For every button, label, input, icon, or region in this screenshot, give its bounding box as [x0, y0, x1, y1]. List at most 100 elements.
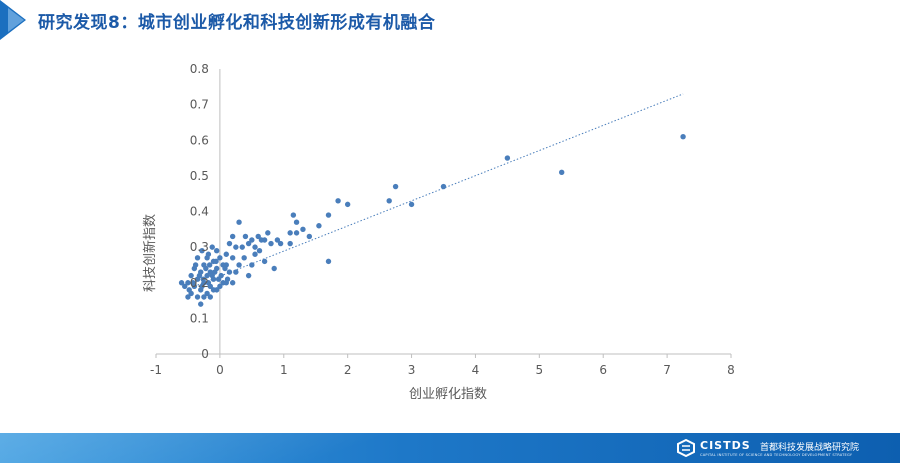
scatter-point — [188, 272, 194, 279]
scatter-point — [226, 269, 233, 275]
scatter-point — [185, 280, 191, 286]
scatter-point — [223, 251, 229, 257]
scatter-point — [239, 244, 245, 250]
scatter-point — [325, 212, 332, 218]
scatter-point — [392, 183, 399, 190]
y-tick-label: 0.3 — [190, 240, 209, 254]
logo-chinese-name: 首都科技发展战略研究院 — [760, 443, 860, 453]
scatter-point — [196, 272, 203, 279]
scatter-point — [224, 276, 231, 282]
scatter-point — [226, 240, 233, 247]
scatter-point — [222, 265, 228, 272]
x-tick-label: 4 — [472, 363, 480, 377]
y-tick-label: 0.5 — [190, 169, 209, 183]
scatter-point — [245, 272, 252, 279]
scatter-point — [249, 237, 255, 243]
x-tick-label: 6 — [599, 363, 607, 377]
scatter-point — [558, 169, 565, 176]
scatter-point — [306, 233, 313, 240]
scatter-point — [236, 219, 242, 225]
scatter-point — [190, 280, 196, 286]
scatter-point — [194, 255, 201, 261]
scatter-point — [290, 212, 297, 218]
x-tick-label: 5 — [536, 363, 544, 377]
trendline-line — [194, 93, 684, 287]
scatter-point — [204, 290, 210, 297]
x-tick-label: 3 — [408, 363, 416, 377]
y-tick-label: 0.8 — [190, 62, 209, 76]
scatter-point — [185, 294, 191, 300]
scatter-point — [215, 276, 222, 282]
scatter-point — [229, 233, 236, 240]
x-tick-label: 8 — [727, 363, 735, 377]
scatter-point — [316, 223, 322, 229]
scatter-point — [245, 240, 252, 247]
scatter-point — [325, 258, 332, 265]
scatter-point — [233, 244, 239, 250]
scatter-point — [293, 219, 300, 225]
y-tick-label: 0.6 — [190, 133, 209, 147]
scatter-point — [205, 251, 212, 257]
scatter-point — [265, 230, 271, 236]
scatter-point — [209, 272, 215, 279]
scatter-point — [199, 283, 205, 290]
scatter-point — [252, 251, 258, 257]
scatter-point — [178, 280, 185, 286]
scatter-point — [258, 237, 265, 243]
scatter-point — [287, 240, 293, 247]
y-tick-label: 0.2 — [190, 276, 209, 290]
scatter-point — [268, 240, 274, 247]
y-tick-label: 0 — [201, 347, 209, 361]
slide-header: 研究发现8：城市创业孵化和科技创新形成有机融合 — [0, 0, 900, 40]
scatter-point — [241, 255, 247, 261]
slide-title: 研究发现8：城市创业孵化和科技创新形成有机融合 — [38, 13, 436, 33]
scatter-point — [182, 283, 188, 290]
x-tick-label: 1 — [280, 363, 288, 377]
scatter-point — [386, 198, 392, 204]
x-tick-label: 0 — [216, 363, 224, 377]
scatter-point — [213, 287, 220, 293]
x-tick-label: 2 — [344, 363, 352, 377]
scatter-point — [194, 294, 201, 300]
footer-bar: CISTDS 首都科技发展战略研究院 CAPITAL INSTITUTE OF … — [0, 433, 900, 463]
scatter-point — [261, 258, 268, 265]
scatter-point — [205, 280, 212, 286]
chart-axes — [155, 69, 732, 358]
scatter-point — [229, 255, 236, 261]
scatter-point — [300, 226, 306, 233]
x-tick-label: -1 — [150, 363, 162, 377]
scatter-point — [504, 155, 511, 161]
scatter-point — [204, 272, 210, 279]
scatter-point — [249, 262, 255, 268]
scatter-point — [344, 201, 351, 208]
y-tick-label: 0.7 — [190, 98, 209, 112]
scatter-point — [255, 233, 261, 240]
scatter-point — [199, 247, 205, 254]
scatter-point — [213, 258, 219, 265]
scatter-point — [233, 269, 239, 275]
y-axis-label: 科技创新指数 — [142, 214, 158, 292]
scatter-point — [203, 265, 209, 272]
cistds-logo-icon — [677, 439, 695, 457]
chevron-accent-icon — [8, 8, 24, 32]
scatter-point — [440, 183, 447, 190]
scatter-point — [274, 237, 281, 243]
scatter-points — [178, 133, 686, 307]
scatter-point — [217, 255, 223, 261]
scatter-chart: -1 0 1 2 3 4 5 6 7 8 0 0.1 0.2 0.3 0.4 0.5 0.6 0.7 0.8 创业孵… — [142, 62, 735, 402]
scatter-point — [192, 262, 199, 268]
tick-labels: -1 0 1 2 3 4 5 6 7 8 0 0.1 0.2 0.3 0.4 0.5 0.6 0.7 0.8 — [150, 62, 735, 377]
scatter-point — [213, 247, 220, 254]
scatter-point — [198, 301, 204, 307]
scatter-point — [271, 265, 277, 272]
scatter-point — [293, 230, 300, 236]
scatter-point — [217, 283, 223, 290]
scatter-point — [201, 294, 207, 300]
scatter-point — [200, 276, 206, 282]
x-tick-label: 7 — [663, 363, 671, 377]
logo-english-name: CAPITAL INSTITUTE OF SCIENCE AND TECHNOL… — [700, 453, 853, 457]
scatter-point — [680, 133, 686, 140]
scatter-point — [236, 262, 242, 268]
scatter-point — [186, 287, 192, 293]
trendline — [194, 93, 684, 287]
